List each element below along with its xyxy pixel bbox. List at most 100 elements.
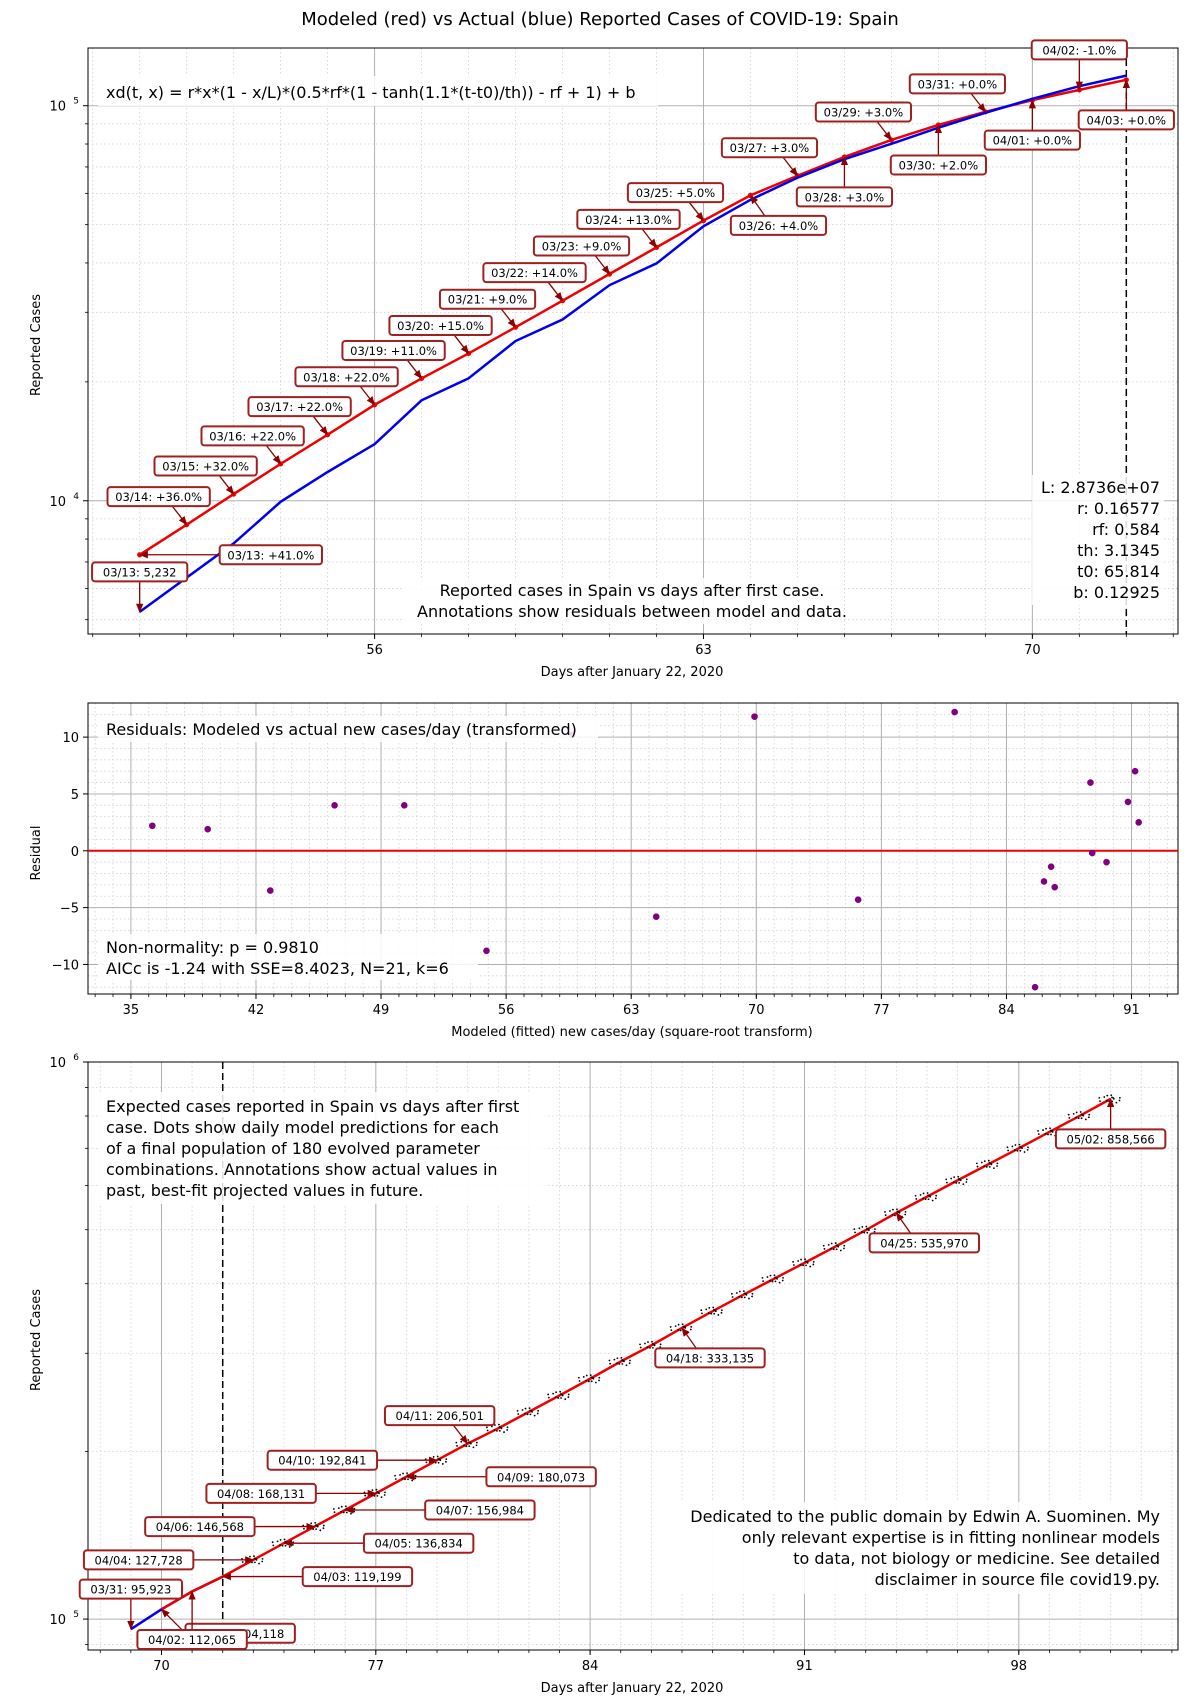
p3-prediction-dot (884, 1210, 886, 1213)
param-L: L: 2.8736e+07 (1041, 478, 1160, 497)
p3-prediction-dot (371, 1489, 374, 1492)
p3-prediction-dot (394, 1474, 396, 1477)
p2-xtick-label: 91 (1123, 1003, 1140, 1018)
p2-residual-point (331, 802, 338, 809)
p1-annotation-box (438, 288, 537, 310)
p3-prediction-dot (567, 1393, 570, 1396)
p3-prediction-dot (629, 1359, 631, 1362)
p3-annotation-box (136, 1629, 248, 1651)
p3-prediction-dot (843, 1244, 846, 1247)
p3-prediction-dot (792, 1260, 795, 1263)
p3-prediction-dot (915, 1198, 918, 1200)
p3-annotation-text: 04/05: 136,834 (375, 1537, 463, 1551)
param-t0: t0: 65.814 (1077, 562, 1160, 581)
p3-prediction-dot (249, 1555, 251, 1558)
p1-annotation-text: 03/30: +2.0% (899, 158, 979, 172)
p3-prediction-dot (952, 1181, 955, 1184)
p1-modeled-line (139, 78, 1127, 556)
p3-annotation-text: 04/07: 156,984 (436, 1503, 524, 1517)
p3-prediction-dot (644, 1342, 646, 1345)
p3-prediction-dot (547, 1396, 550, 1399)
p3-prediction-dot (965, 1181, 968, 1183)
p3-prediction-dot (621, 1363, 624, 1365)
p3-prediction-dot (578, 1380, 581, 1382)
p3-prediction-dot (333, 1511, 336, 1514)
p3-prediction-dot (919, 1193, 922, 1196)
p3-prediction-dot (896, 1210, 899, 1213)
p3-prediction-dot (647, 1341, 649, 1343)
p1-ytick-exp: 4 (73, 492, 79, 502)
p3-annotation-text: 04/03: 119,199 (313, 1570, 401, 1584)
p3-prediction-dot (516, 1409, 519, 1412)
p1-annotation-text: 03/28: +3.0% (805, 190, 885, 204)
residual-ylabel: Residual (29, 826, 44, 881)
p3-prediction-dot (441, 1463, 444, 1465)
p3-prediction-dot (373, 1495, 376, 1497)
p1-annotation-text: 03/25: +5.0% (636, 186, 716, 200)
p3-prediction-dot (533, 1414, 536, 1417)
p2-xtick-label: 70 (748, 1003, 765, 1018)
p3-xtick-label: 98 (1011, 1659, 1028, 1674)
p1-axes-frame (87, 47, 1179, 635)
p3-prediction-dot (493, 1429, 496, 1432)
panel3-text: Expected cases reported in Spain vs days… (29, 1092, 1164, 1696)
p1-annotation-arrow (360, 386, 376, 406)
p3-prediction-dot (805, 1264, 807, 1267)
p2-axes-frame (87, 702, 1179, 995)
p3-prediction-dot (792, 1264, 795, 1266)
description-line-3: of a final population of 180 evolved par… (106, 1139, 480, 1158)
p3-prediction-dot (524, 1407, 527, 1410)
p1-annotation-arrow (407, 360, 423, 380)
p3-prediction-dot (552, 1392, 555, 1395)
p3-annotation-text: 05/02: 858,566 (1067, 1132, 1155, 1146)
p3-annotation-box (78, 1578, 184, 1600)
p1-annotation-box (795, 186, 894, 208)
p3-prediction-dot (622, 1359, 625, 1362)
p1-annotation-text: 03/18: +22.0% (303, 370, 390, 384)
p3-modeled-line (160, 1097, 1112, 1611)
p3-prediction-dot (894, 1214, 896, 1217)
p3-prediction-dot (283, 1538, 286, 1541)
p3-prediction-dot (922, 1197, 924, 1200)
p3-prediction-dot (1011, 1145, 1014, 1148)
p3-prediction-dot (1027, 1146, 1029, 1149)
p3-prediction-dot (567, 1396, 570, 1398)
p3-prediction-dot (437, 1457, 440, 1460)
panel2-text: Residuals: Modeled vs actual new cases/d… (29, 716, 813, 1040)
p3-prediction-dot (1098, 1096, 1101, 1099)
p2-xtick-label: 77 (873, 1003, 890, 1018)
p3-prediction-dot (337, 1507, 340, 1510)
p1-annotation-text: 03/29: +3.0% (824, 105, 904, 119)
p3-prediction-dot (284, 1544, 287, 1547)
p3-prediction-dot (438, 1458, 441, 1461)
p1-ytick-exp: 5 (73, 97, 79, 107)
p3-prediction-dot (406, 1474, 409, 1477)
p3-prediction-dot (797, 1260, 799, 1262)
p3-prediction-dot (456, 1444, 458, 1447)
p3-prediction-dot (649, 1346, 651, 1349)
p1-annotation-box (482, 262, 587, 284)
p3-prediction-dot (561, 1393, 564, 1396)
p3-prediction-dot (1051, 1130, 1054, 1132)
p3-prediction-dot (486, 1429, 489, 1432)
p3-prediction-dot (988, 1162, 991, 1164)
param-b: b: 0.12925 (1073, 583, 1160, 602)
p3-prediction-dot (957, 1175, 960, 1178)
p3-annotation-box (424, 1499, 536, 1521)
p3-prediction-dot (953, 1176, 956, 1179)
p3-prediction-dot (996, 1162, 999, 1165)
p3-annotation-box (266, 1449, 379, 1471)
p1-annotation-text: 03/24: +13.0% (585, 213, 672, 227)
p3-prediction-dot (1080, 1113, 1083, 1116)
p3-prediction-dot (806, 1261, 809, 1263)
p1-annotation-box (341, 339, 446, 361)
p3-prediction-dot (322, 1527, 325, 1530)
p3-prediction-dot (555, 1391, 558, 1394)
p3-prediction-dot (591, 1377, 594, 1379)
p3-prediction-dot (376, 1494, 379, 1497)
p1-annotation-box (247, 396, 352, 418)
p3-prediction-dot (934, 1197, 937, 1200)
p3-prediction-dot (344, 1505, 347, 1508)
p3-prediction-dot (432, 1461, 435, 1463)
p3-axes-frame (87, 1061, 1179, 1651)
